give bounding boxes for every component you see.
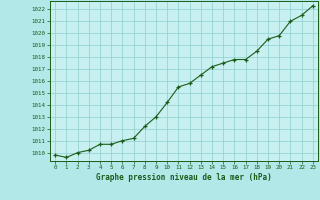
- X-axis label: Graphe pression niveau de la mer (hPa): Graphe pression niveau de la mer (hPa): [96, 173, 272, 182]
